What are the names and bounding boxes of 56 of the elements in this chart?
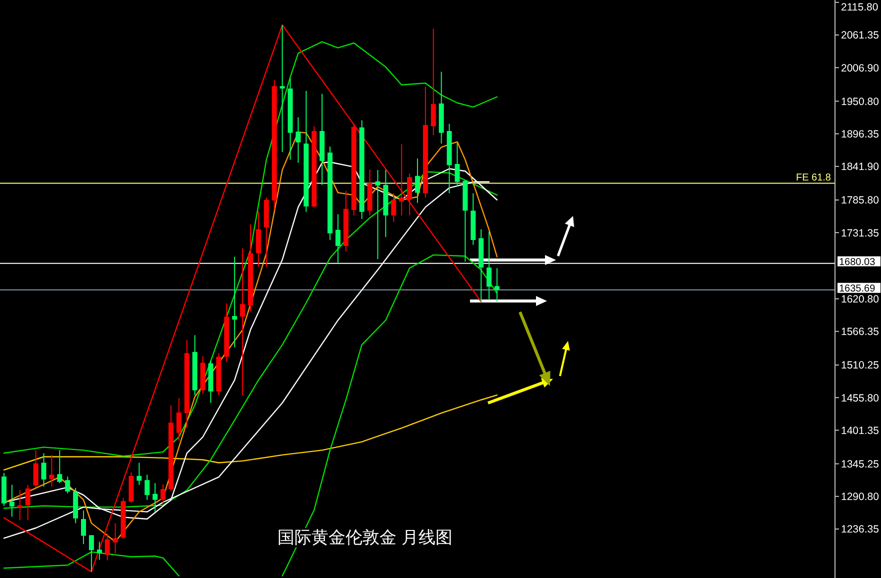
candlestick (256, 210, 261, 268)
candlestick (57, 450, 62, 484)
candlestick (375, 169, 380, 260)
line-series (3, 24, 482, 572)
candlestick (136, 462, 142, 486)
candlestick (176, 398, 182, 442)
y-tick-label: 1510.25 (841, 360, 880, 372)
candlestick (49, 454, 54, 488)
y-tick-label: 2061.35 (841, 30, 880, 42)
candlestick (335, 214, 340, 264)
candlestick (296, 116, 301, 164)
candlestick (280, 24, 285, 152)
y-tick-label: 1290.80 (841, 491, 880, 504)
ref-line-label: FE 61.8 (796, 172, 832, 184)
candlestick (415, 158, 420, 204)
y-tick-label: 2115.80 (841, 2, 878, 14)
candlestick (41, 452, 46, 488)
line-series (3, 551, 180, 577)
candlestick (88, 534, 94, 572)
y-tick-label: 1236.35 (841, 524, 880, 536)
ref-line-label: 1680.03 (839, 256, 876, 268)
candlestick (81, 510, 86, 545)
candlestick (152, 482, 158, 512)
candlestick (486, 231, 492, 300)
y-tick-label: 1401.35 (841, 424, 880, 437)
candlestick (399, 144, 404, 216)
candlestick (240, 248, 246, 396)
candlestick (494, 268, 500, 302)
y-tick-label: 1950.80 (841, 96, 880, 108)
candlestick (144, 474, 150, 500)
y-tick-label: 1785.80 (841, 194, 880, 207)
y-tick-label: 1566.35 (841, 326, 880, 338)
y-tick-label: 1620.80 (841, 293, 880, 306)
y-tick-label: 1345.25 (841, 458, 880, 470)
line-series (3, 41, 498, 457)
y-tick-label: 1731.35 (841, 227, 880, 240)
ref-line-label: 1635.69 (839, 283, 876, 294)
candlestick (25, 484, 30, 521)
y-tick-label: 2006.90 (841, 62, 880, 74)
candlestick (391, 192, 396, 223)
candlestick (9, 484, 14, 518)
candlestick (160, 484, 166, 505)
candlestick (33, 450, 38, 488)
line-series (3, 394, 498, 471)
candlestick (430, 28, 436, 136)
candlestick (96, 541, 102, 560)
candlestick (104, 532, 110, 561)
candlestick (17, 490, 22, 521)
candlestick (232, 256, 238, 348)
candlestick (407, 173, 412, 216)
y-tick-label: 1841.90 (841, 161, 880, 174)
y-tick-label: 1896.35 (841, 128, 880, 140)
candlestick (454, 142, 460, 188)
candlestick (65, 476, 70, 494)
y-tick-label: 1455.80 (841, 392, 880, 404)
candlestick (112, 522, 118, 554)
